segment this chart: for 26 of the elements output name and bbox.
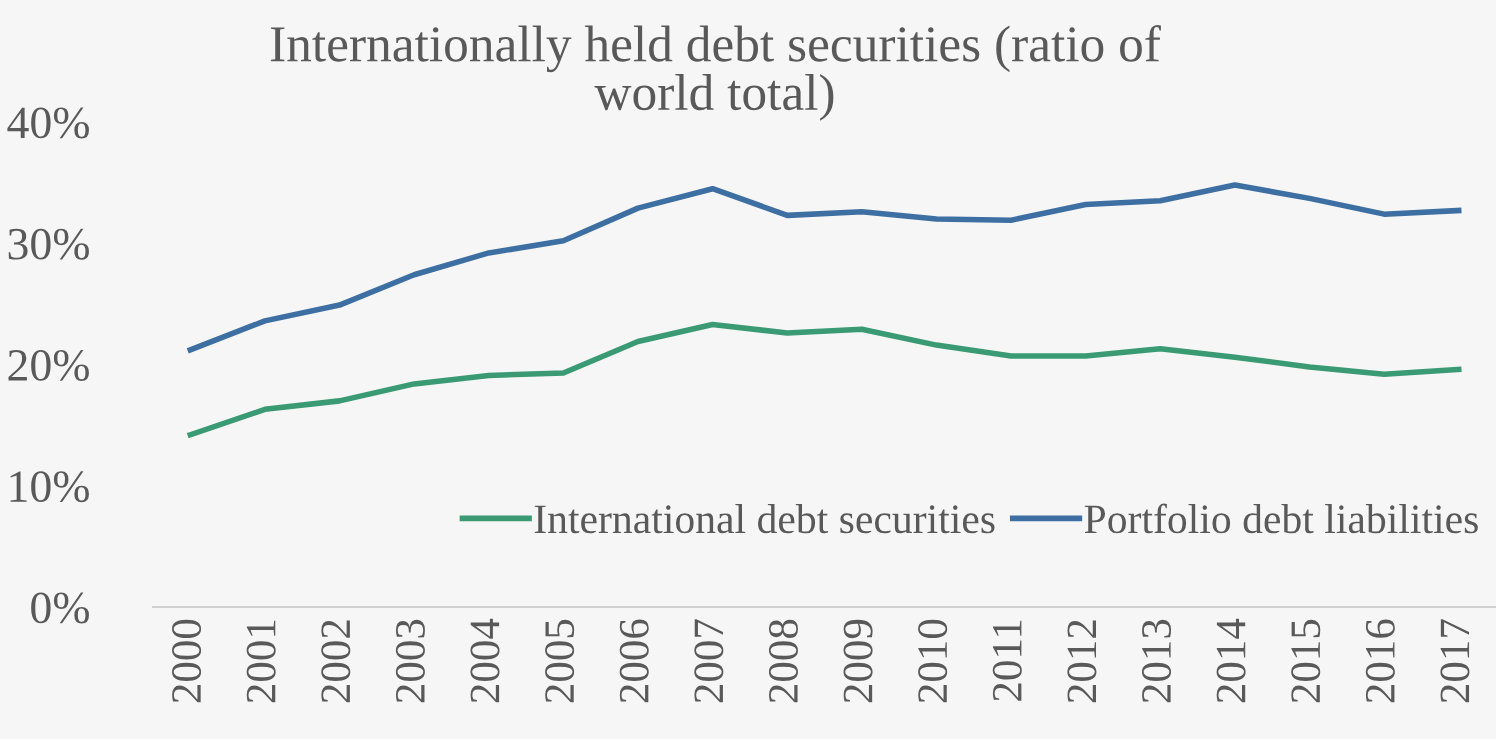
x-tick-label: 2002: [321, 620, 351, 703]
x-tick-label: 2007: [694, 619, 724, 703]
legend-label: Portfolio debt liabilities: [1084, 503, 1478, 534]
x-tick-label: 2011: [992, 620, 1022, 701]
y-tick-label: 10%: [10, 471, 89, 503]
x-tick-label: 2016: [1365, 619, 1395, 703]
x-tick-label: 2010: [918, 619, 948, 703]
y-tick-label: 0%: [31, 592, 89, 624]
x-tick-label: 2014: [1216, 618, 1246, 703]
x-tick-label: 2015: [1291, 619, 1321, 703]
x-tick-label: 2008: [768, 619, 798, 703]
y-tick-label: 20%: [8, 349, 89, 381]
y-tick-label: 40%: [7, 107, 89, 139]
x-tick-label: 2003: [395, 619, 425, 703]
legend-label: International debt securities: [534, 504, 995, 534]
x-tick-label: 2000: [172, 619, 202, 703]
x-tick-label: 2012: [1067, 620, 1097, 703]
chart-title: Internationally held debt securities (ratio of world total): [270, 25, 1161, 121]
x-tick-label: 2004: [470, 618, 500, 703]
x-tick-label: 2006: [619, 619, 649, 703]
x-tick-label: 2005: [545, 619, 575, 703]
x-tick-label: 2001: [246, 620, 276, 703]
x-tick-label: 2009: [843, 619, 873, 703]
x-tick-label: 2017: [1440, 619, 1470, 703]
x-tick-label: 2013: [1141, 619, 1172, 703]
y-tick-label: 30%: [8, 228, 89, 260]
